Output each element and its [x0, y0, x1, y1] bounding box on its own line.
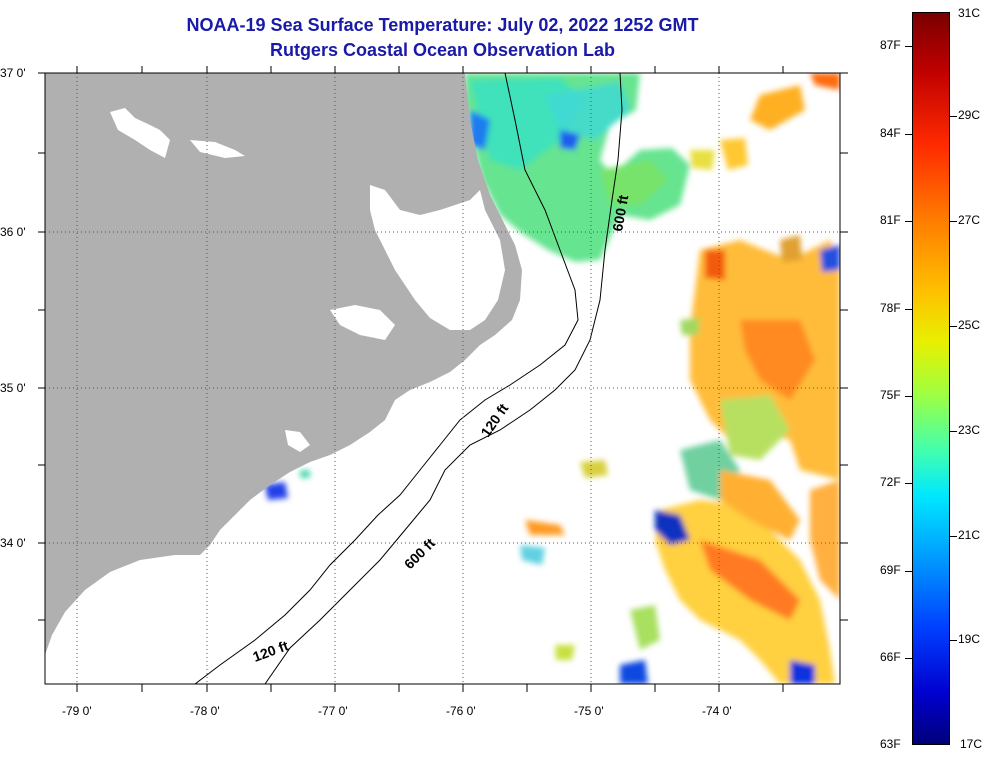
depth-contours — [194, 73, 623, 684]
colorbar-label-78f: 78F — [880, 301, 901, 315]
colorbar-tick — [905, 46, 912, 47]
colorbar-label-31c: 31C — [958, 6, 981, 20]
temperature-colorbar — [912, 12, 950, 745]
colorbar-tick — [950, 536, 957, 537]
lon-label-77: -77 0' — [318, 704, 348, 718]
colorbar-label-19c: 19C — [958, 632, 981, 646]
estuaries — [110, 108, 505, 452]
colorbar-tick — [950, 326, 957, 327]
lon-label-74: -74 0' — [702, 704, 732, 718]
colorbar-tick — [950, 640, 957, 641]
colorbar-label-63f: 63F — [880, 737, 901, 751]
colorbar-tick — [950, 221, 957, 222]
lat-label-34: 34 0' — [0, 536, 26, 550]
map-title: NOAA-19 Sea Surface Temperature: July 02… — [186, 15, 699, 35]
colorbar-label-75f: 75F — [880, 388, 901, 402]
lat-label-37: 37 0' — [0, 66, 26, 80]
graticule — [45, 73, 840, 684]
lat-label-35: 35 0' — [0, 381, 26, 395]
colorbar-label-81f: 81F — [880, 213, 901, 227]
colorbar-tick — [905, 658, 912, 659]
colorbar-tick — [905, 134, 912, 135]
lon-label-75: -75 0' — [574, 704, 604, 718]
colorbar-label-84f: 84F — [880, 126, 901, 140]
contour-label-600ft-north: 600 ft — [609, 193, 631, 232]
sst-patches — [265, 73, 840, 684]
colorbar-label-27c: 27C — [958, 213, 981, 227]
colorbar-tick — [905, 483, 912, 484]
map-border — [44, 72, 841, 685]
lon-label-78: -78 0' — [190, 704, 220, 718]
colorbar-tick — [905, 309, 912, 310]
map-subtitle: Rutgers Coastal Ocean Observation Lab — [269, 40, 616, 60]
colorbar-label-66f: 66F — [880, 650, 901, 664]
colorbar-label-17c: 17C — [960, 737, 983, 751]
colorbar-label-21c: 21C — [958, 528, 981, 542]
colorbar-tick — [950, 116, 957, 117]
colorbar-label-72f: 72F — [880, 475, 901, 489]
lon-label-79: -79 0' — [62, 704, 92, 718]
colorbar-label-25c: 25C — [958, 318, 981, 332]
colorbar-label-29c: 29C — [958, 108, 981, 122]
lat-label-36: 36 0' — [0, 225, 26, 239]
colorbar-tick — [905, 221, 912, 222]
axis-ticks — [38, 66, 848, 692]
colorbar-tick — [950, 431, 957, 432]
colorbar-label-23c: 23C — [958, 423, 981, 437]
colorbar-label-69f: 69F — [880, 563, 901, 577]
colorbar-label-87f: 87F — [880, 38, 901, 52]
colorbar-tick — [905, 571, 912, 572]
lon-label-76: -76 0' — [446, 704, 476, 718]
colorbar-tick — [905, 396, 912, 397]
